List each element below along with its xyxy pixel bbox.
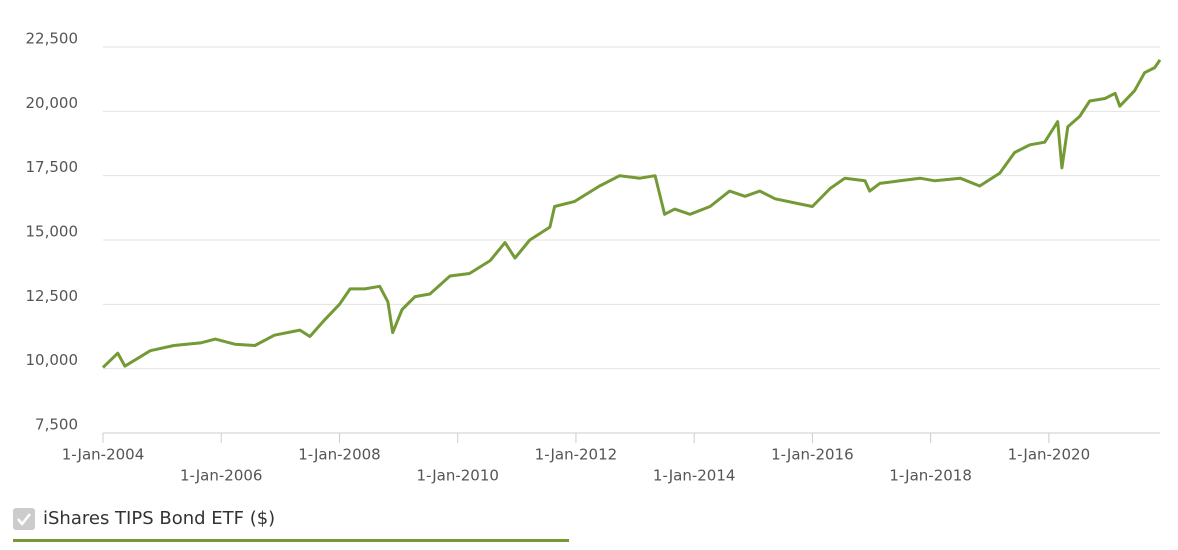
y-tick-label: 20,000	[26, 94, 79, 112]
y-tick-label: 10,000	[26, 351, 79, 369]
x-tick-label: 1-Jan-2004	[62, 446, 145, 464]
x-tick-label: 1-Jan-2014	[653, 467, 736, 485]
legend-label[interactable]: iShares TIPS Bond ETF ($)	[43, 508, 275, 529]
check-icon	[17, 513, 31, 527]
y-tick-label: 15,000	[26, 223, 79, 241]
x-tick-label: 1-Jan-2016	[771, 446, 854, 464]
y-tick-label: 12,500	[26, 287, 79, 305]
x-tick-label: 1-Jan-2006	[180, 467, 263, 485]
x-tick-label: 1-Jan-2010	[416, 467, 499, 485]
data-line	[101, 59, 1162, 369]
x-tick-label: 1-Jan-2012	[535, 446, 618, 464]
y-tick-label: 22,500	[26, 30, 79, 48]
x-tick-label: 1-Jan-2008	[298, 446, 381, 464]
x-tick-label: 1-Jan-2018	[889, 467, 972, 485]
x-tick-label: 1-Jan-2020	[1008, 446, 1091, 464]
legend-underline	[13, 539, 569, 542]
legend-checkbox[interactable]	[13, 508, 35, 530]
y-tick-label: 17,500	[26, 158, 79, 176]
legend-item[interactable]: iShares TIPS Bond ETF ($)	[13, 508, 569, 542]
y-tick-label: 7,500	[35, 416, 78, 434]
